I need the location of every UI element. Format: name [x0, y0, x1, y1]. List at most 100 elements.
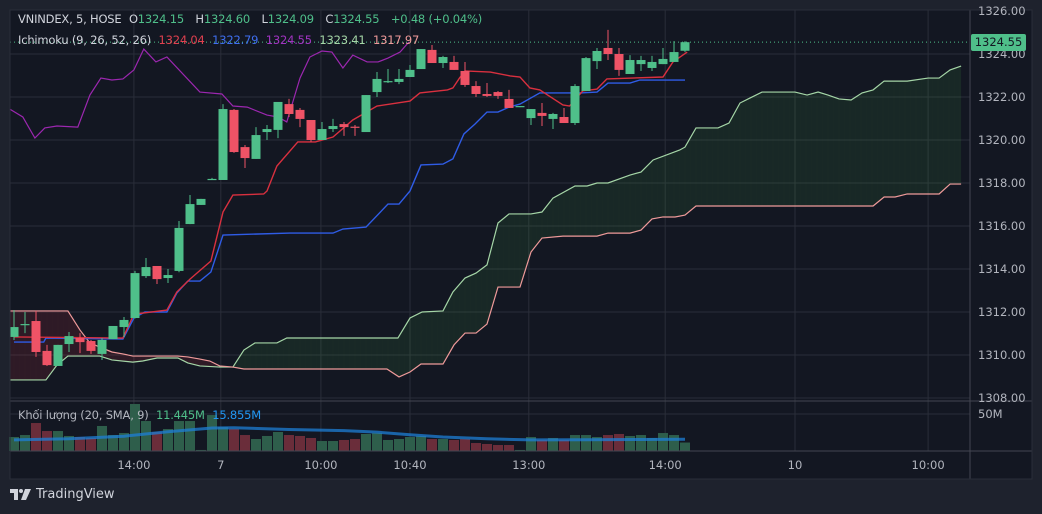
candle[interactable]	[9, 310, 19, 340]
candle[interactable]	[75, 333, 85, 354]
cloud-segment	[863, 92, 865, 207]
candle[interactable]	[20, 312, 30, 334]
candle[interactable]	[405, 64, 415, 78]
cloud-segment	[876, 86, 878, 204]
candle[interactable]	[306, 120, 316, 142]
volume-bar	[273, 431, 283, 451]
candle[interactable]	[460, 61, 470, 87]
candle[interactable]	[383, 69, 393, 84]
candle[interactable]	[130, 270, 140, 319]
candle[interactable]	[273, 101, 283, 139]
candle[interactable]	[31, 310, 41, 357]
candle[interactable]	[537, 103, 547, 127]
candle[interactable]	[526, 109, 536, 125]
candle[interactable]	[185, 195, 195, 225]
volume-bar	[295, 435, 305, 451]
candle[interactable]	[218, 104, 228, 180]
candle[interactable]	[416, 49, 426, 70]
candle[interactable]	[108, 325, 118, 340]
candle[interactable]	[119, 316, 129, 337]
candle[interactable]	[559, 107, 569, 124]
candle[interactable]	[669, 41, 679, 62]
cloud-segment	[614, 180, 616, 234]
candle[interactable]	[339, 121, 349, 136]
cloud-segment	[809, 94, 811, 207]
candle[interactable]	[350, 124, 360, 136]
cloud-segment	[944, 73, 946, 190]
candle[interactable]	[625, 55, 635, 74]
cloud-segment	[147, 356, 149, 361]
candle[interactable]	[229, 109, 239, 153]
cloud-segment	[525, 213, 527, 270]
cloud-segment	[626, 175, 628, 234]
candle[interactable]	[471, 81, 481, 97]
candle-body	[152, 265, 162, 280]
cloud-segment	[263, 342, 265, 369]
candle[interactable]	[317, 121, 327, 140]
candle[interactable]	[449, 55, 459, 70]
candle[interactable]	[240, 144, 250, 168]
candle[interactable]	[482, 83, 492, 97]
candle[interactable]	[603, 29, 613, 61]
candle[interactable]	[647, 55, 657, 71]
candle[interactable]	[548, 112, 558, 130]
candle[interactable]	[394, 69, 404, 85]
candle[interactable]	[658, 47, 668, 65]
candle[interactable]	[251, 127, 261, 159]
candle[interactable]	[174, 221, 184, 273]
candle[interactable]	[636, 55, 646, 71]
candle-body	[130, 273, 140, 319]
cloud-segment	[775, 92, 777, 207]
cloud-segment	[294, 338, 296, 369]
candle[interactable]	[372, 72, 382, 97]
volume-bar	[658, 433, 668, 451]
cloud-segment	[767, 92, 769, 207]
candle[interactable]	[64, 331, 74, 352]
cloud-segment	[512, 213, 514, 288]
candle[interactable]	[141, 258, 151, 279]
cloud-segment	[483, 266, 485, 327]
candle[interactable]	[152, 265, 162, 285]
cloud-segment	[740, 102, 742, 207]
candle[interactable]	[207, 177, 217, 181]
tradingview-logo[interactable]: TradingView	[10, 487, 115, 502]
cloud-segment	[927, 78, 929, 194]
candle[interactable]	[515, 106, 525, 108]
cloud-segment	[318, 338, 320, 369]
candle[interactable]	[284, 98, 294, 117]
candle[interactable]	[163, 269, 173, 283]
symbol-name[interactable]: VNINDEX, 5, HOSE	[18, 12, 122, 26]
candle[interactable]	[328, 118, 338, 133]
candles[interactable]	[9, 29, 690, 366]
volume-label[interactable]: Khối lượng (20, SMA, 9)	[18, 408, 149, 422]
cloud-segment	[417, 313, 419, 367]
candle[interactable]	[438, 55, 448, 68]
cloud-segment	[936, 78, 938, 194]
candle[interactable]	[86, 339, 96, 354]
candle[interactable]	[493, 90, 503, 99]
cloud-segment	[423, 311, 425, 365]
candle[interactable]	[53, 344, 63, 366]
candle-body	[339, 124, 349, 128]
cloud-segment	[623, 177, 625, 234]
candle[interactable]	[504, 89, 514, 108]
cloud-segment	[469, 275, 471, 334]
candle[interactable]	[196, 198, 206, 205]
candle[interactable]	[97, 338, 107, 360]
cloud-segment	[418, 313, 420, 366]
candle[interactable]	[427, 44, 437, 64]
candle-body	[317, 129, 327, 140]
ichimoku-label[interactable]: Ichimoku (9, 26, 52, 26)	[18, 33, 152, 47]
candle[interactable]	[592, 47, 602, 70]
candle[interactable]	[570, 84, 580, 125]
candle[interactable]	[680, 41, 690, 53]
candle[interactable]	[614, 47, 624, 76]
candle[interactable]	[295, 107, 305, 128]
cloud-segment	[678, 150, 680, 217]
candle[interactable]	[42, 344, 52, 366]
candle[interactable]	[581, 57, 591, 91]
cloud-segment	[348, 338, 350, 369]
candle[interactable]	[361, 95, 371, 133]
candle[interactable]	[262, 124, 272, 140]
